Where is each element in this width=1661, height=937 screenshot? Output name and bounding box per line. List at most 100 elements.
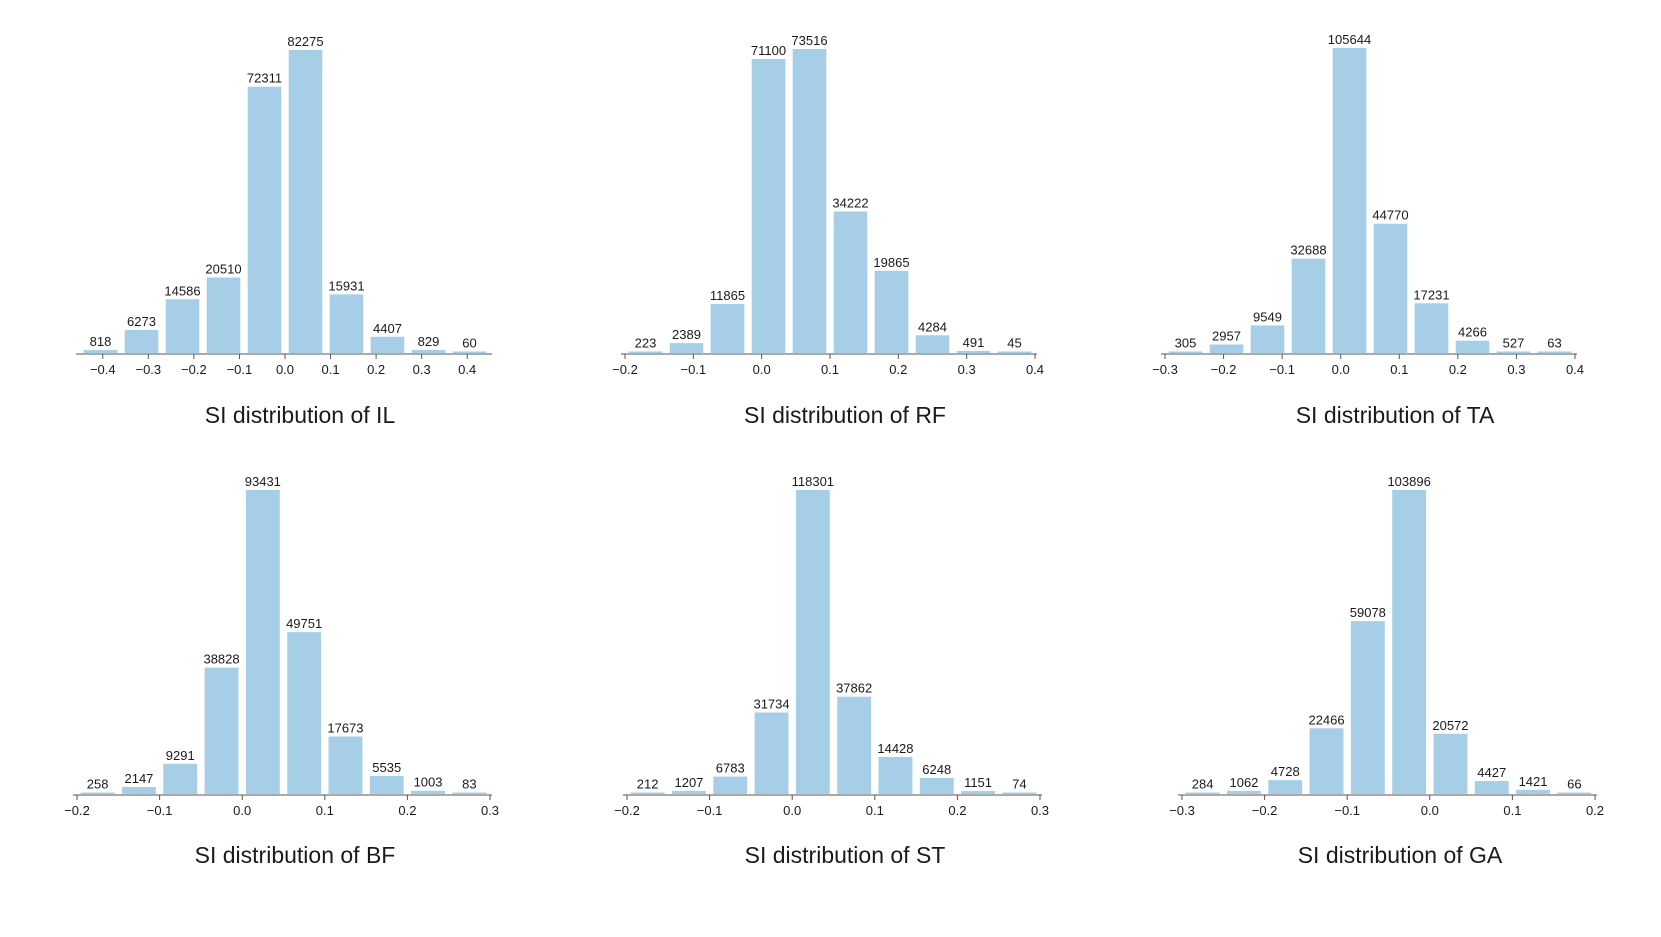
- bar-il-5: [288, 50, 323, 353]
- x-tick-label-ta-5: 0.2: [1449, 362, 1467, 377]
- x-tick-label-ta-6: 0.3: [1507, 362, 1525, 377]
- x-tick-label-ga-0: −0.3: [1169, 803, 1195, 818]
- bar-bf-4: [245, 490, 280, 794]
- x-tick-label-il-6: 0.2: [367, 362, 385, 377]
- bar-label-ta-0: 305: [1175, 336, 1197, 351]
- bar-ga-5: [1392, 490, 1427, 794]
- bar-label-st-3: 31734: [753, 696, 789, 711]
- bar-st-6: [878, 756, 913, 794]
- bar-rf-5: [833, 211, 868, 353]
- bar-st-0: [630, 792, 665, 794]
- bar-il-9: [452, 351, 487, 353]
- bar-label-bf-5: 49751: [286, 616, 322, 631]
- bar-label-bf-9: 83: [462, 777, 476, 792]
- bar-label-rf-0: 223: [635, 336, 657, 351]
- bar-il-4: [247, 86, 282, 353]
- bar-bf-3: [204, 667, 239, 794]
- chart-title-rf: SI distribution of RF: [744, 402, 946, 428]
- x-tick-label-ta-0: −0.3: [1152, 362, 1178, 377]
- bar-label-ga-0: 284: [1192, 777, 1214, 792]
- chart-title-ga: SI distribution of GA: [1297, 842, 1503, 868]
- bar-bf-7: [369, 775, 404, 794]
- x-tick-label-rf-1: −0.1: [680, 362, 706, 377]
- bar-rf-6: [874, 270, 909, 353]
- bar-label-ga-3: 22466: [1308, 712, 1344, 727]
- bar-rf-4: [792, 49, 827, 353]
- x-tick-label-il-5: 0.1: [322, 362, 340, 377]
- x-tick-label-ta-1: −0.2: [1211, 362, 1237, 377]
- bar-bf-6: [328, 736, 363, 794]
- panel-st: 212 1207 6783 31734 118301 37862 14428 6248 1151…: [614, 474, 1075, 920]
- x-tick-label-ta-4: 0.1: [1390, 362, 1408, 377]
- chart-rf: 223 2389 11865 71100 73516 34222 19865 4284 491 4…: [612, 33, 1044, 377]
- bar-ta-8: [1496, 351, 1531, 353]
- bar-label-ta-8: 527: [1503, 335, 1525, 350]
- x-tick-label-il-4: 0.0: [276, 362, 294, 377]
- bar-label-ga-9: 66: [1567, 777, 1581, 792]
- bar-label-rf-6: 19865: [873, 255, 909, 270]
- chart-title-st: SI distribution of ST: [744, 842, 946, 868]
- x-tick-label-rf-4: 0.2: [889, 362, 907, 377]
- bar-label-bf-6: 17673: [327, 720, 363, 735]
- x-tick-label-ga-1: −0.2: [1252, 803, 1278, 818]
- bar-il-2: [165, 299, 200, 353]
- bar-label-bf-2: 9291: [166, 748, 195, 763]
- bar-label-bf-8: 1003: [414, 775, 443, 790]
- bar-label-ta-1: 2957: [1212, 328, 1241, 343]
- bar-ta-4: [1332, 48, 1367, 353]
- x-tick-label-rf-0: −0.2: [612, 362, 638, 377]
- x-tick-label-rf-6: 0.4: [1026, 362, 1044, 377]
- bar-bf-5: [287, 632, 322, 794]
- bar-label-il-5: 82275: [287, 34, 323, 49]
- bar-il-1: [124, 329, 159, 353]
- bar-ta-3: [1291, 258, 1326, 353]
- bar-rf-9: [997, 351, 1032, 353]
- bar-label-rf-7: 4284: [918, 319, 947, 334]
- bar-il-0: [83, 349, 118, 353]
- x-tick-label-st-0: −0.2: [614, 803, 640, 818]
- x-tick-label-ta-7: 0.4: [1566, 362, 1584, 377]
- bar-label-ga-5: 103896: [1387, 474, 1430, 489]
- bar-label-il-2: 14586: [164, 283, 200, 298]
- x-tick-label-ga-2: −0.1: [1334, 803, 1360, 818]
- x-tick-label-bf-2: 0.0: [233, 803, 251, 818]
- panel-ta: 305 2957 9549 32688 105644 44770 17231 4266 527 6…: [1152, 20, 1625, 450]
- bar-label-rf-4: 73516: [791, 33, 827, 48]
- bar-st-1: [672, 790, 706, 794]
- x-tick-label-st-3: 0.1: [866, 803, 884, 818]
- bar-ta-9: [1537, 351, 1572, 353]
- bar-bf-1: [122, 787, 156, 794]
- bar-bf-9: [452, 792, 487, 794]
- bar-label-rf-2: 11865: [710, 288, 745, 303]
- bar-il-8: [411, 349, 446, 353]
- x-tick-label-rf-2: 0.0: [753, 362, 771, 377]
- bar-ta-6: [1414, 303, 1449, 353]
- bar-rf-3: [751, 58, 786, 353]
- bar-st-7: [919, 777, 954, 794]
- bar-rf-8: [956, 350, 991, 353]
- bar-label-rf-3: 71100: [751, 43, 786, 58]
- bar-label-bf-3: 38828: [203, 652, 239, 667]
- bar-label-st-2: 6783: [716, 761, 745, 776]
- bar-label-st-4: 118301: [792, 474, 834, 489]
- panel-bf: 258 2147 9291 38828 93431 49751 17673 5535 1003 8…: [64, 474, 525, 920]
- x-tick-label-ta-3: 0.0: [1332, 362, 1350, 377]
- x-tick-label-il-2: −0.2: [181, 362, 207, 377]
- chart-ga: 284 1062 4728 22466 59078 103896 20572 4427 1421…: [1169, 474, 1604, 818]
- bar-ta-5: [1373, 223, 1408, 353]
- bar-label-ga-6: 20572: [1432, 718, 1468, 733]
- bar-st-8: [961, 791, 995, 794]
- x-tick-label-ta-2: −0.1: [1269, 362, 1295, 377]
- bar-ga-1: [1227, 790, 1261, 794]
- bar-label-il-9: 60: [462, 336, 476, 351]
- bar-label-rf-9: 45: [1007, 336, 1021, 351]
- x-tick-label-il-0: −0.4: [90, 362, 116, 377]
- bar-ga-8: [1516, 789, 1550, 794]
- x-tick-label-st-2: 0.0: [783, 803, 801, 818]
- bar-label-st-7: 6248: [922, 762, 951, 777]
- bar-ga-6: [1433, 733, 1468, 794]
- panel-ga: 284 1062 4728 22466 59078 103896 20572 4427 1421…: [1169, 474, 1630, 920]
- x-tick-label-il-7: 0.3: [413, 362, 431, 377]
- bar-bf-0: [80, 792, 115, 794]
- bar-label-ta-9: 63: [1547, 336, 1561, 351]
